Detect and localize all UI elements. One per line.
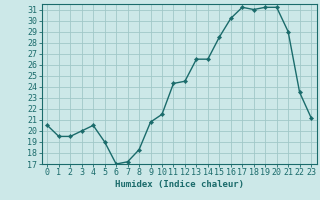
X-axis label: Humidex (Indice chaleur): Humidex (Indice chaleur) [115, 180, 244, 189]
